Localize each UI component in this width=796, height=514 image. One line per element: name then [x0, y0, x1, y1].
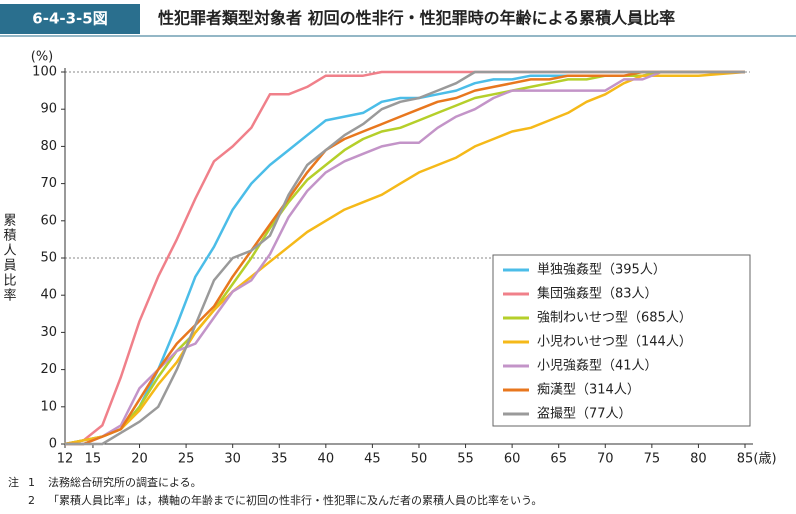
legend-box	[492, 254, 751, 427]
x-tick-label: 12	[57, 452, 74, 467]
legend-label: 小児強姦型（41人）	[537, 358, 658, 374]
y-tick-label: 100	[32, 65, 57, 80]
series-line	[65, 70, 745, 446]
legend-label: 盗撮型（77人）	[537, 406, 632, 422]
y-unit: (%)	[31, 50, 54, 65]
x-tick-label: 60	[504, 452, 521, 467]
x-tick-label: 15	[85, 452, 102, 467]
legend-label: 集団強姦型（83人）	[537, 286, 658, 302]
note-label: 注	[8, 475, 19, 489]
y-tick-label: 50	[40, 251, 57, 266]
figure-id-box	[0, 4, 140, 34]
y-tick-label: 20	[40, 362, 57, 377]
y-tick-label: 40	[40, 288, 57, 303]
chart-title: 性犯罪者類型対象者 初回の性非行・性犯罪時の年齢による累積人員比率	[158, 9, 675, 28]
series-line	[65, 70, 745, 446]
note-number: 1	[28, 476, 35, 489]
x-tick-label: 35	[271, 452, 288, 467]
x-tick-label: 85	[737, 452, 754, 467]
figure-id: 6-4-3-5図	[32, 10, 107, 28]
x-tick-label: 70	[597, 452, 614, 467]
x-tick-label: 65	[550, 452, 567, 467]
legend-label: 単独強姦型（395人）	[537, 262, 666, 278]
series-line	[64, 70, 746, 446]
legend-label: 強制わいせつ型（685人）	[537, 311, 692, 326]
x-tick-label: 80	[690, 452, 707, 467]
y-tick-label: 10	[40, 399, 57, 414]
y-axis-title: 累積人員比率	[1, 213, 17, 303]
x-tick-label: 30	[224, 452, 241, 467]
series-line	[65, 70, 745, 446]
x-tick-label: 75	[644, 452, 661, 467]
y-tick-label: 80	[40, 139, 57, 154]
y-tick-label: 30	[40, 325, 57, 340]
series-line	[64, 70, 745, 446]
legend-label: 小児わいせつ型（144人）	[537, 335, 692, 350]
y-tick-label: 70	[40, 176, 57, 191]
x-tick-label: 20	[131, 452, 148, 467]
x-tick-label: 45	[364, 452, 381, 467]
x-tick-label: 50	[411, 452, 428, 467]
note-number: 2	[28, 494, 35, 507]
y-tick-label: 90	[40, 102, 57, 117]
x-unit: (歳)	[753, 452, 776, 467]
note-text: 「累積人員比率」は，横軸の年齢までに初回の性非行・性犯罪に及んだ者の累積人員の比…	[48, 493, 542, 507]
note-text: 法務総合研究所の調査による。	[48, 475, 202, 489]
x-tick-label: 55	[457, 452, 474, 467]
x-tick-label: 25	[178, 452, 195, 467]
y-tick-label: 0	[49, 437, 57, 452]
y-tick-label: 60	[40, 213, 57, 228]
legend-label: 痴漢型（314人）	[537, 382, 640, 398]
x-tick-label: 40	[318, 452, 335, 467]
